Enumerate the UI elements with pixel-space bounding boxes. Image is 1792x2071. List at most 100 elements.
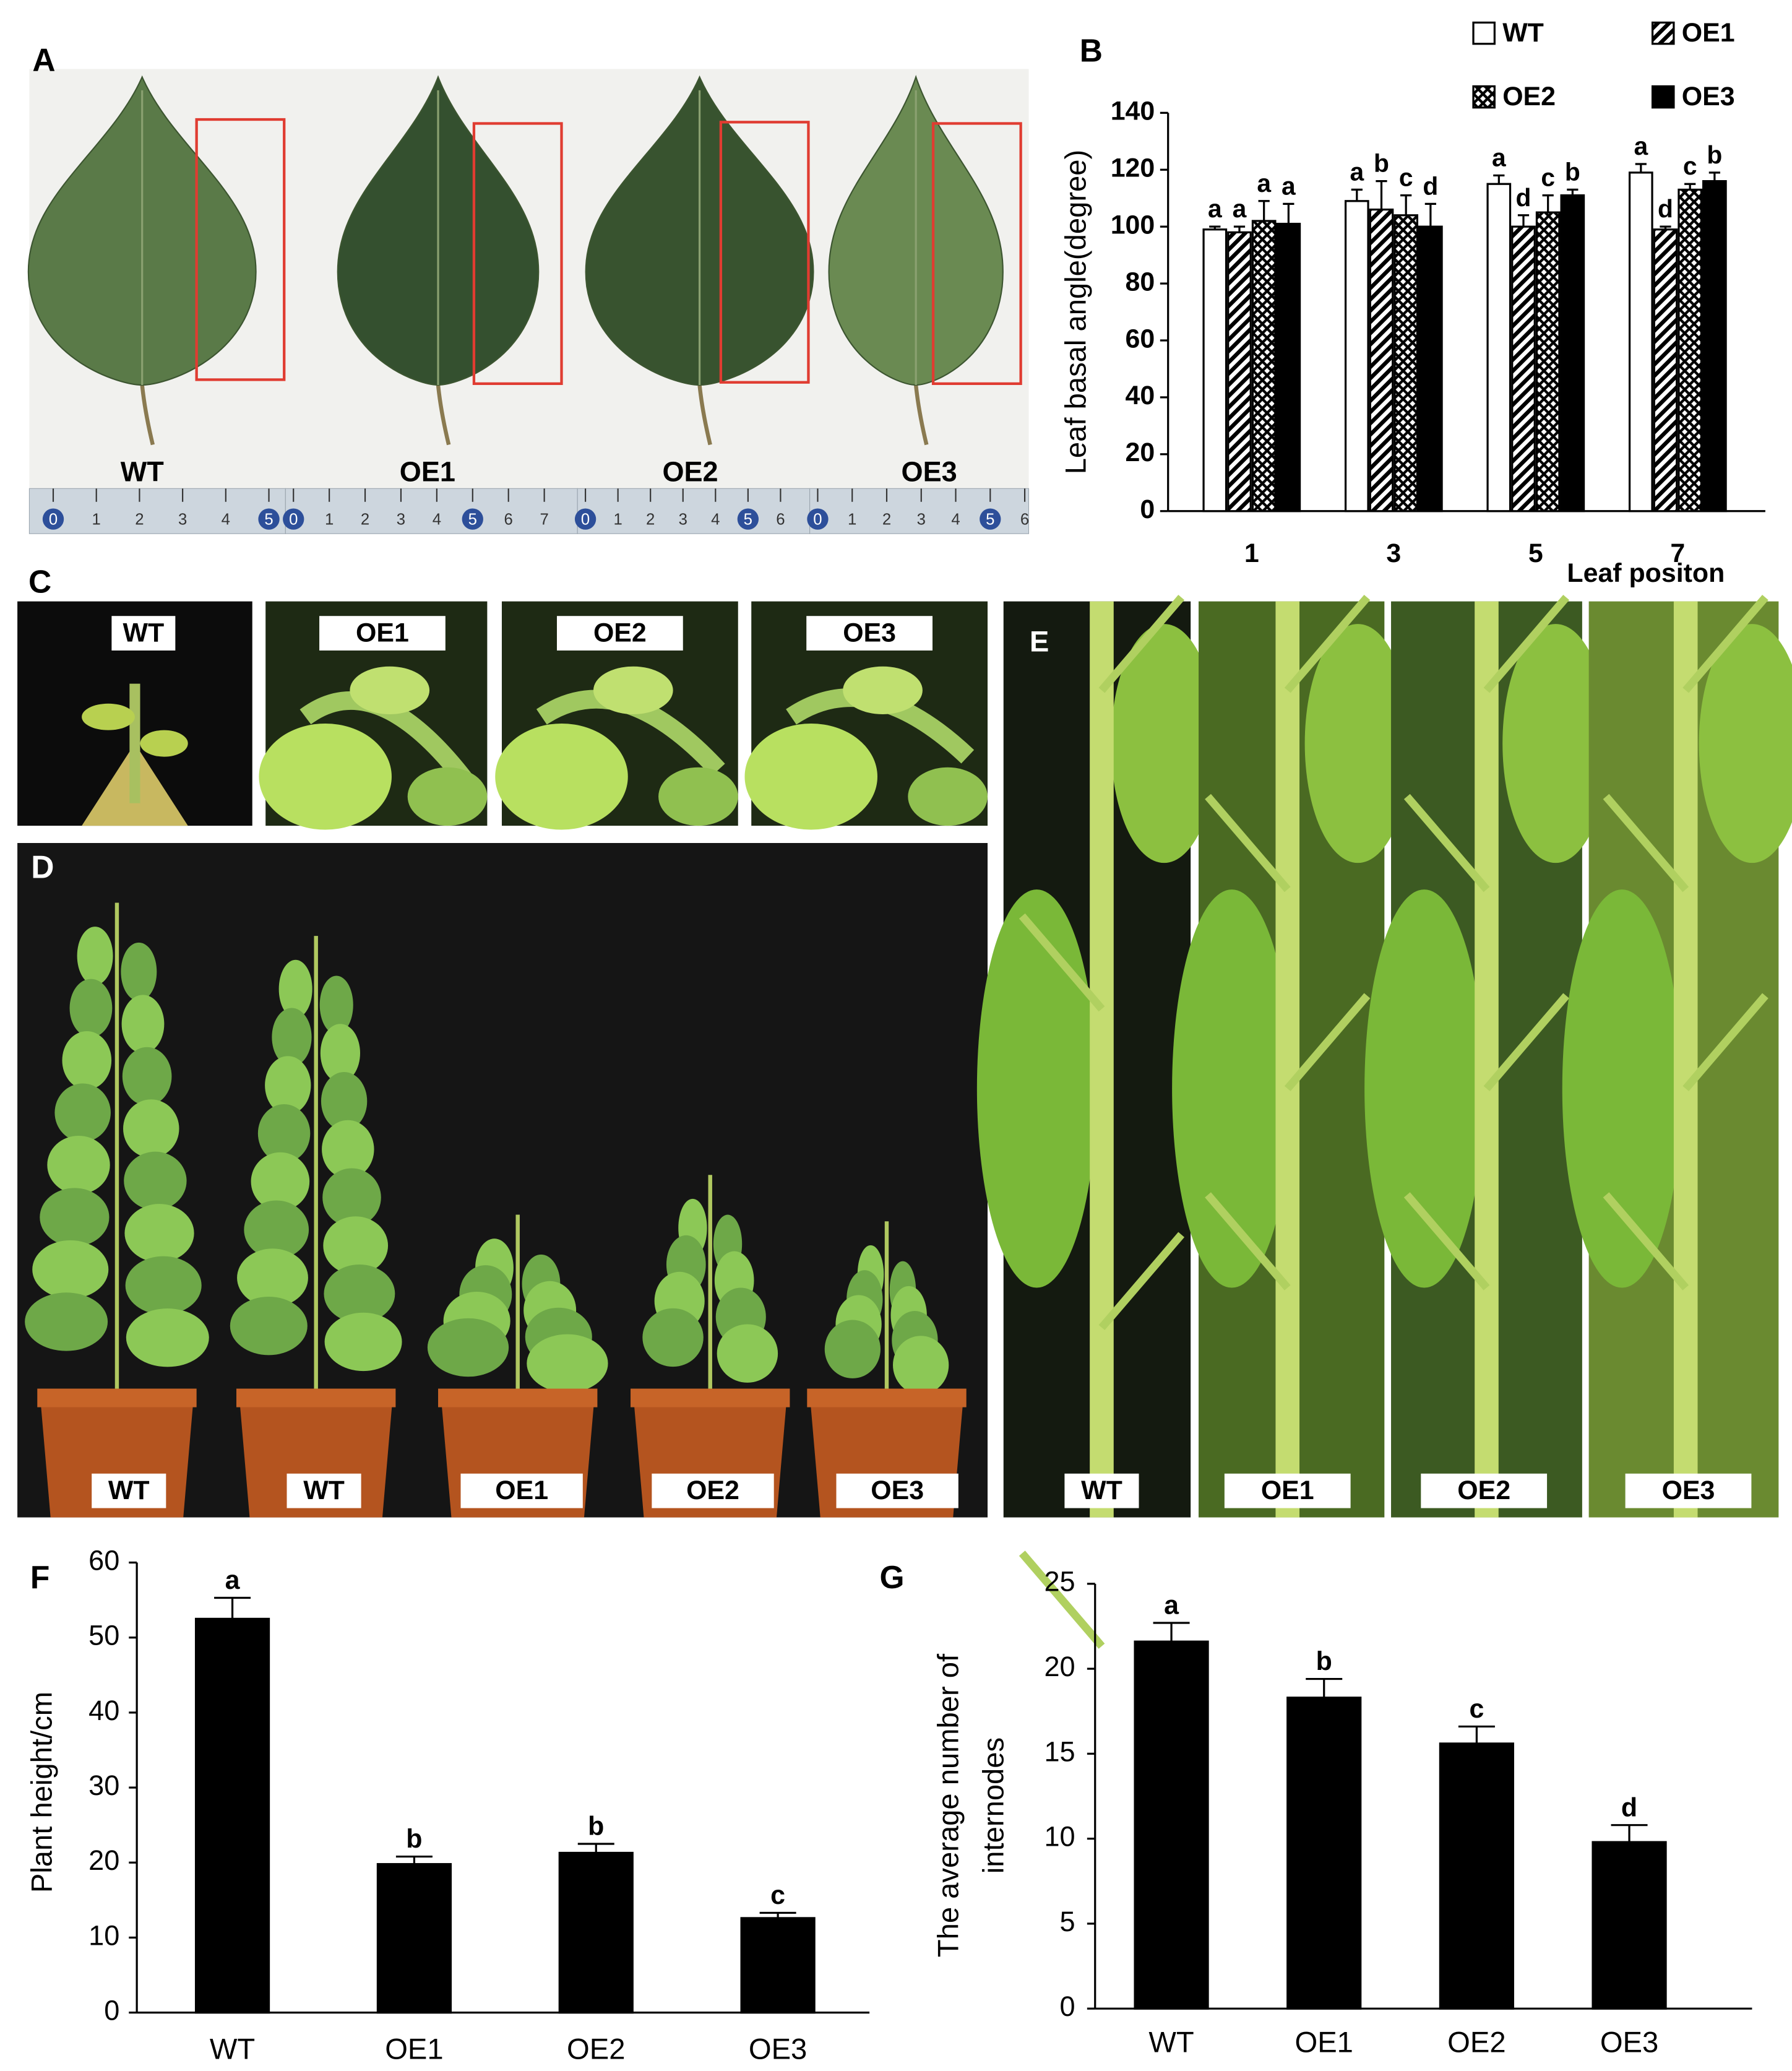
petiole [1205, 793, 1291, 893]
bar [1369, 208, 1394, 512]
ruler-marker [980, 508, 1001, 530]
significance-label: d [1658, 194, 1673, 223]
label-box [319, 616, 446, 651]
leaf [47, 1135, 110, 1195]
leaf [642, 1308, 704, 1367]
photo-label: OE2 [593, 618, 647, 648]
x-tick-label: OE2 [1447, 2026, 1506, 2059]
significance-label: c [1469, 1694, 1484, 1724]
error-bar [1684, 183, 1696, 190]
significance-label: d [1621, 1792, 1637, 1822]
significance-label: a [1164, 1591, 1179, 1620]
error-bar [1233, 225, 1246, 233]
pot-rim [37, 1388, 197, 1407]
leaf [40, 1188, 110, 1247]
y-axis-title: Leaf basal angle(degree) [1059, 150, 1092, 475]
bar [1418, 225, 1443, 512]
significance-label: b [1316, 1646, 1332, 1676]
significance-label: a [1634, 132, 1648, 160]
label-box [806, 616, 933, 651]
leaf [319, 975, 353, 1034]
photo-label: OE1 [400, 456, 455, 488]
y-tick-label: 60 [1126, 324, 1155, 353]
y-axis-title: internodes [976, 1737, 1009, 1874]
ruler-number: 5 [986, 511, 994, 529]
petiole [1098, 595, 1185, 693]
y-tick-label: 25 [1044, 1566, 1075, 1598]
x-tick-label: 5 [1528, 538, 1543, 568]
leaf [1562, 889, 1682, 1288]
significance-label: b [1565, 157, 1580, 186]
petiole [1098, 1232, 1185, 1331]
ruler-marker [42, 508, 64, 530]
leaf [121, 995, 165, 1053]
legend-label: OE2 [1502, 82, 1556, 111]
leaf [251, 1152, 310, 1211]
leaf [321, 1071, 368, 1131]
ruler-number: 5 [468, 511, 477, 529]
legend-swatch [1651, 21, 1675, 45]
y-tick-label: 20 [88, 1844, 119, 1876]
photo-label: OE3 [871, 1476, 924, 1505]
error-bar [395, 1855, 433, 1864]
x-tick-label: WT [210, 2032, 255, 2065]
leaf [407, 767, 488, 826]
error-bar [1283, 202, 1294, 224]
y-tick-label: 15 [1044, 1736, 1075, 1767]
legend-label: OE3 [1682, 82, 1735, 111]
panel-letter: F [30, 1559, 50, 1595]
ruler-number: 2 [361, 511, 369, 529]
panel-letter: D [31, 849, 54, 884]
significance-label: c [1399, 163, 1413, 192]
petiole [1403, 1192, 1490, 1291]
leaf [1304, 624, 1411, 863]
leaf [824, 1320, 881, 1378]
leaf [237, 1248, 308, 1307]
leaf [322, 1120, 374, 1179]
petiole [1682, 993, 1768, 1091]
ruler-number: 3 [679, 511, 687, 529]
error-bar [1660, 225, 1671, 230]
ruler-marker [574, 508, 597, 530]
pot-rim [631, 1388, 790, 1407]
error-bar [1567, 188, 1579, 196]
y-tick-label: 30 [88, 1770, 119, 1801]
label-box [556, 616, 683, 651]
photo-label: WT [1081, 1476, 1122, 1505]
photo-label: WT [121, 456, 165, 488]
error-bar [1424, 202, 1436, 227]
y-tick-label: 0 [104, 1995, 119, 2026]
error-bar [1258, 200, 1270, 221]
photo-label: OE1 [495, 1476, 548, 1505]
petiole [1019, 913, 1105, 1012]
leaf [1111, 624, 1218, 863]
petiole [1483, 595, 1570, 693]
petiole [1603, 1192, 1689, 1291]
leaf [123, 1099, 179, 1158]
leaf [324, 1264, 395, 1323]
ruler [577, 488, 811, 534]
leaf [69, 979, 113, 1037]
bar [1592, 1841, 1667, 2010]
leaf [265, 1056, 311, 1115]
error-bar [577, 1843, 614, 1853]
ruler-marker [258, 508, 280, 530]
petiole [140, 384, 155, 446]
label-box [92, 1473, 166, 1508]
leaf [976, 889, 1096, 1288]
panel-letter: A [32, 41, 55, 77]
petiole [697, 384, 712, 446]
pot-rim [236, 1388, 396, 1407]
leaf [259, 723, 392, 830]
error-bar [1153, 1622, 1190, 1642]
legend-swatch [1472, 21, 1496, 45]
leaf [257, 1104, 311, 1163]
petiole [913, 384, 929, 446]
bar [1286, 1697, 1362, 2010]
label-box [1421, 1473, 1548, 1508]
ruler-number: 3 [917, 511, 926, 529]
significance-label: a [1350, 157, 1364, 186]
error-bar [214, 1596, 251, 1619]
leaf [54, 1083, 111, 1142]
